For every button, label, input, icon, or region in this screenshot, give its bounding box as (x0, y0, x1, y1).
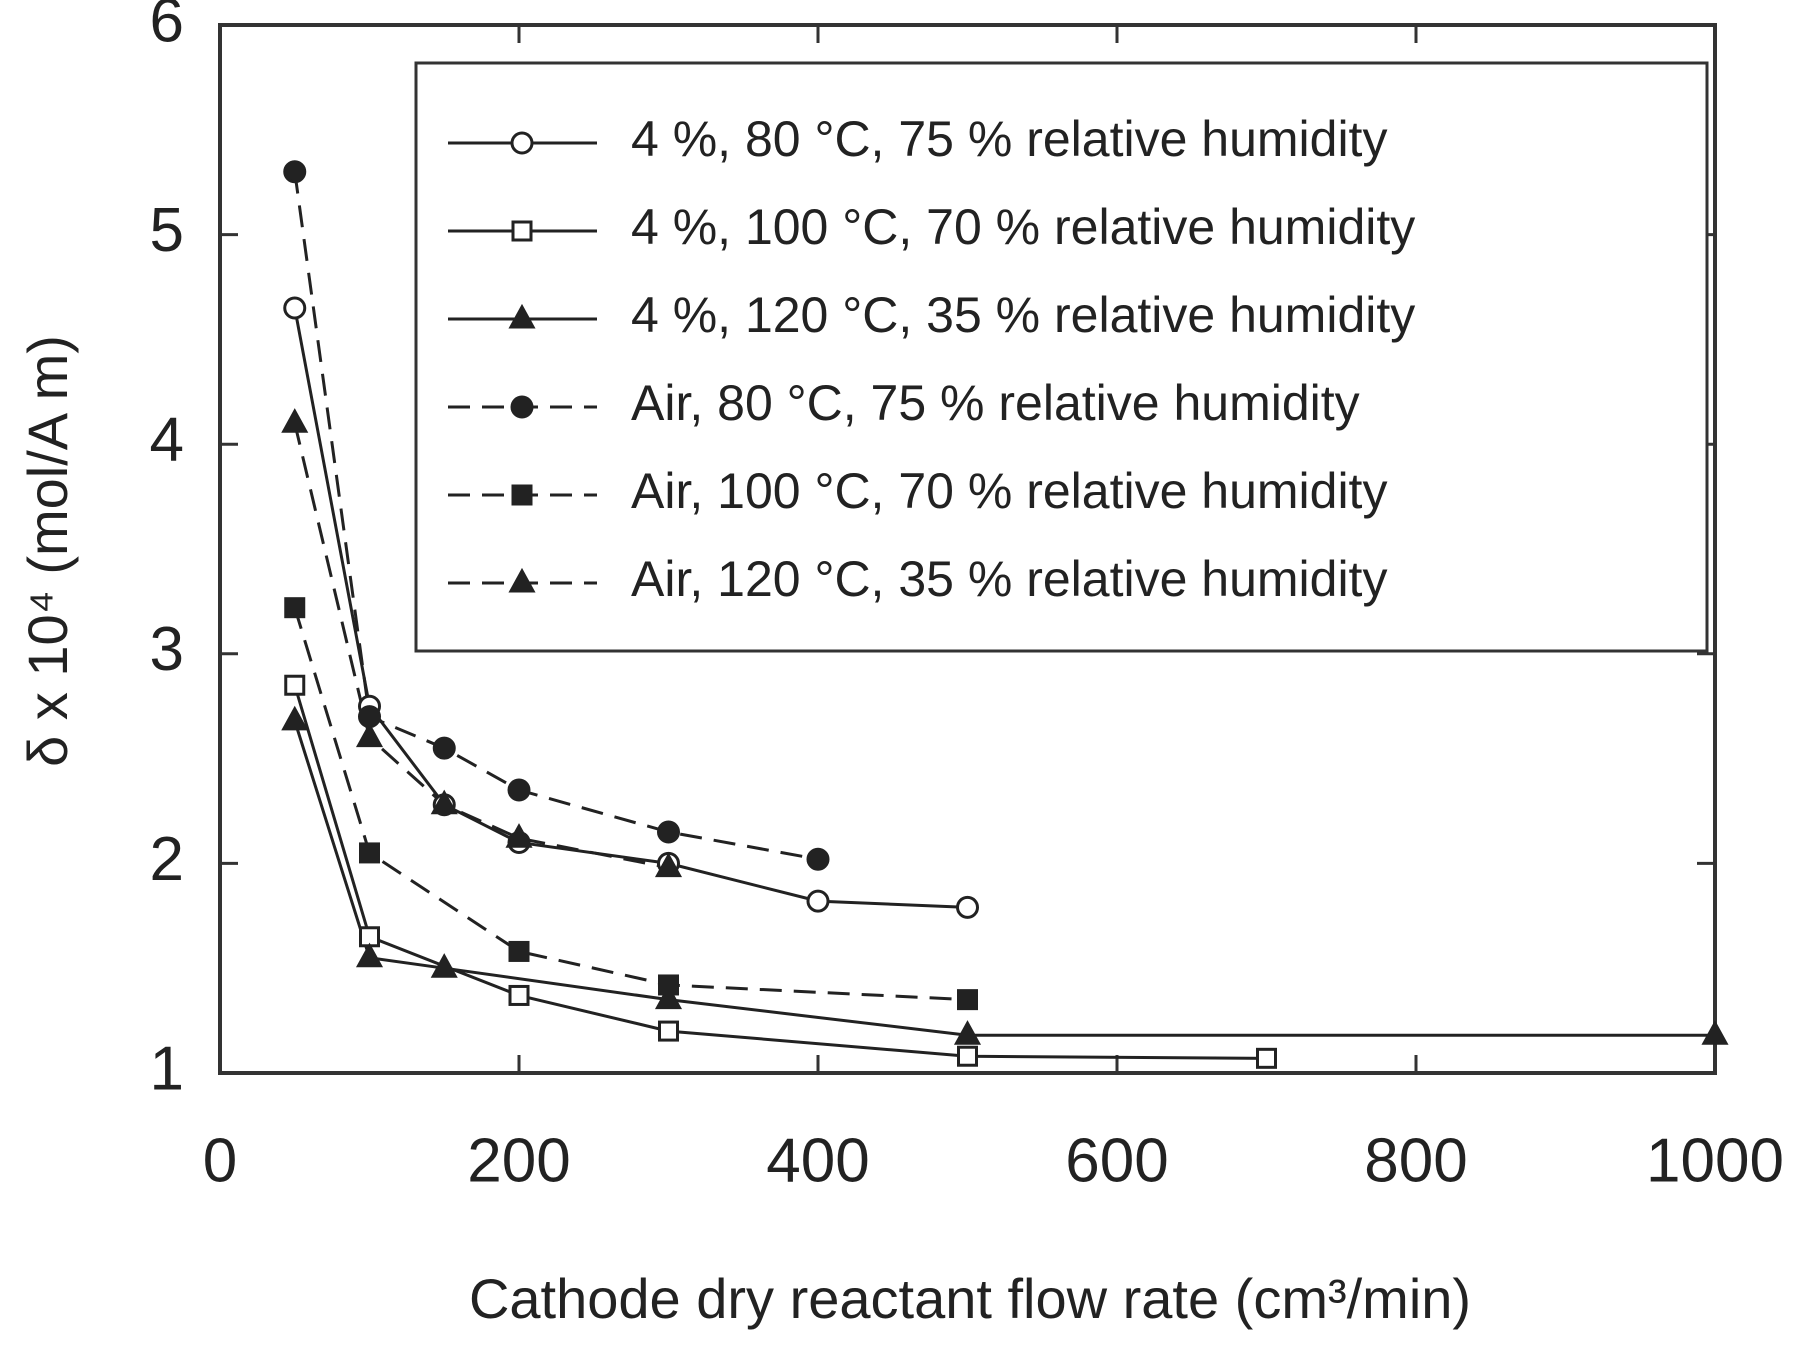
marker (806, 889, 830, 913)
marker (281, 705, 309, 731)
marker (355, 722, 384, 748)
legend-marker (510, 131, 534, 155)
x-tick-label: 400 (766, 1126, 869, 1195)
series-line (293, 171, 819, 861)
marker (284, 597, 306, 619)
marker (508, 940, 530, 962)
plot-frame (218, 23, 1717, 1075)
marker (508, 984, 530, 1006)
marker (432, 736, 456, 760)
y-tick-label: 5 (150, 196, 184, 265)
marker (654, 852, 683, 878)
marker (283, 160, 307, 184)
x-tick-label: 0 (203, 1126, 237, 1195)
y-tick-label: 1 (150, 1034, 184, 1103)
series-line (293, 720, 1715, 1037)
legend-marker (511, 220, 533, 242)
marker (283, 296, 307, 320)
x-tick-label: 1000 (1646, 1126, 1784, 1195)
x-tick-label: 600 (1065, 1126, 1168, 1195)
marker (953, 1020, 982, 1045)
legend-label: Air, 80 °C, 75 % relative humidity (631, 375, 1360, 431)
marker (359, 842, 380, 864)
legend-marker (508, 303, 536, 329)
y-tick-label: 6 (150, 0, 184, 55)
marker (658, 974, 679, 996)
legend-marker (511, 484, 533, 506)
marker (355, 942, 384, 968)
legend-marker (508, 567, 536, 593)
marker (281, 408, 309, 433)
marker (430, 789, 458, 815)
marker (507, 778, 531, 802)
x-axis-label: Cathode dry reactant flow rate (cm³/min) (469, 1267, 1471, 1330)
x-tick-label: 800 (1364, 1126, 1467, 1195)
marker (430, 953, 458, 978)
marker (505, 823, 533, 848)
legend-label: 4 %, 120 °C, 35 % relative humidity (631, 287, 1415, 343)
legend-label: 4 %, 100 °C, 70 % relative humidity (631, 199, 1415, 255)
legend: 4 %, 80 °C, 75 % relative humidity 4 %, 1… (414, 61, 1709, 653)
series-line (293, 684, 1267, 1060)
y-tick-label: 4 (150, 406, 184, 475)
legend-label: Air, 120 °C, 35 % relative humidity (631, 551, 1387, 607)
marker (1701, 1020, 1729, 1045)
series-line (293, 607, 968, 1002)
legend-label: Air, 100 °C, 70 % relative humidity (631, 463, 1387, 519)
marker (658, 1020, 679, 1042)
legend-marker (510, 395, 534, 419)
y-tick-label: 3 (150, 615, 184, 684)
x-tick-label: 200 (467, 1126, 570, 1195)
marker (1256, 1047, 1277, 1069)
marker (657, 820, 680, 844)
marker (284, 674, 306, 696)
marker (957, 1045, 978, 1067)
marker (957, 989, 978, 1011)
legend-box (414, 61, 1709, 653)
legend-label: 4 %, 80 °C, 75 % relative humidity (631, 111, 1387, 167)
marker (806, 847, 830, 871)
marker (956, 895, 979, 919)
y-tick-label: 2 (150, 825, 184, 894)
y-axis-label: δ x 10⁴ (mol/A m) (16, 335, 79, 767)
marker (654, 984, 683, 1010)
